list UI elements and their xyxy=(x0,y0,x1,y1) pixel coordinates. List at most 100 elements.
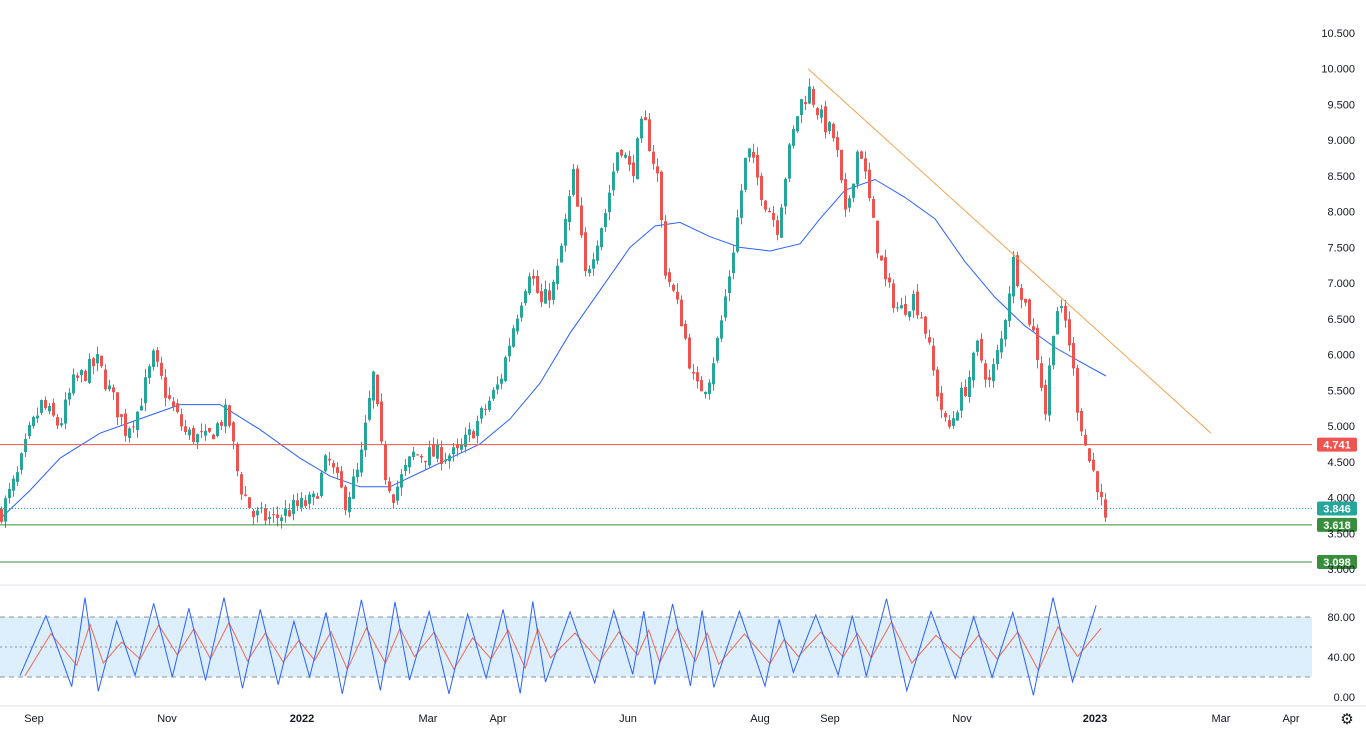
candle-body[interactable] xyxy=(808,86,811,104)
candle-body[interactable] xyxy=(328,458,331,461)
candle-body[interactable] xyxy=(712,363,715,385)
candle-body[interactable] xyxy=(292,499,295,515)
candle-body[interactable] xyxy=(280,517,283,522)
candle-body[interactable] xyxy=(108,385,111,390)
candle-body[interactable] xyxy=(352,476,355,499)
candle-body[interactable] xyxy=(788,144,791,179)
candle-body[interactable] xyxy=(904,303,907,315)
candle-body[interactable] xyxy=(520,305,523,318)
candle-body[interactable] xyxy=(316,496,319,499)
candle-body[interactable] xyxy=(596,245,599,261)
candle-body[interactable] xyxy=(1052,336,1055,366)
candle-body[interactable] xyxy=(704,391,707,395)
candle-body[interactable] xyxy=(340,471,343,488)
candle-body[interactable] xyxy=(828,122,831,131)
candle-body[interactable] xyxy=(188,429,191,436)
candle-body[interactable] xyxy=(120,414,123,417)
candle-body[interactable] xyxy=(632,162,635,177)
candle-body[interactable] xyxy=(868,169,871,199)
candle-body[interactable] xyxy=(580,205,583,236)
candle-body[interactable] xyxy=(436,444,439,459)
candle-body[interactable] xyxy=(172,401,175,407)
candle-body[interactable] xyxy=(136,411,139,431)
candle-body[interactable] xyxy=(924,316,927,334)
candle-body[interactable] xyxy=(376,374,379,405)
candle-body[interactable] xyxy=(980,338,983,361)
candle-body[interactable] xyxy=(88,358,91,383)
candle-body[interactable] xyxy=(368,398,371,420)
candle-body[interactable] xyxy=(572,169,575,195)
candle-body[interactable] xyxy=(796,116,799,132)
candle-body[interactable] xyxy=(728,276,731,294)
candle-body[interactable] xyxy=(600,228,603,248)
candle-body[interactable] xyxy=(1072,343,1075,369)
candle-body[interactable] xyxy=(516,318,519,332)
descending-trendline[interactable] xyxy=(807,68,1212,434)
candle-body[interactable] xyxy=(676,291,679,300)
candle-body[interactable] xyxy=(764,200,767,210)
candle-body[interactable] xyxy=(464,434,467,447)
candle-body[interactable] xyxy=(124,413,127,436)
candle-body[interactable] xyxy=(144,377,147,404)
candle-body[interactable] xyxy=(1060,306,1063,309)
candle-body[interactable] xyxy=(900,305,903,309)
candle-body[interactable] xyxy=(128,428,131,438)
candle-body[interactable] xyxy=(64,399,67,424)
candle-body[interactable] xyxy=(540,291,543,303)
candle-body[interactable] xyxy=(608,192,611,213)
candle-body[interactable] xyxy=(380,401,383,442)
candle-body[interactable] xyxy=(200,431,203,433)
candle-body[interactable] xyxy=(932,345,935,371)
candle-body[interactable] xyxy=(1080,410,1083,432)
candle-body[interactable] xyxy=(576,168,579,207)
candle-body[interactable] xyxy=(320,472,323,496)
candle-body[interactable] xyxy=(336,467,339,473)
candle-body[interactable] xyxy=(1048,365,1051,416)
candle-body[interactable] xyxy=(800,99,803,116)
candle-body[interactable] xyxy=(768,211,771,213)
candle-body[interactable] xyxy=(364,422,367,451)
candle-body[interactable] xyxy=(80,370,83,376)
candle-body[interactable] xyxy=(592,259,595,269)
candle-body[interactable] xyxy=(552,281,555,300)
candle-body[interactable] xyxy=(1032,326,1035,331)
candle-body[interactable] xyxy=(780,207,783,238)
candle-body[interactable] xyxy=(324,455,327,472)
candle-body[interactable] xyxy=(460,444,463,450)
candle-body[interactable] xyxy=(940,393,943,410)
candle-body[interactable] xyxy=(1064,305,1067,321)
candle-body[interactable] xyxy=(896,307,899,309)
candle-body[interactable] xyxy=(836,137,839,151)
gear-icon[interactable]: ⚙ xyxy=(1340,711,1354,728)
candle-body[interactable] xyxy=(660,171,663,221)
candle-body[interactable] xyxy=(116,392,119,418)
candle-body[interactable] xyxy=(164,377,167,398)
candle-body[interactable] xyxy=(624,154,627,158)
candle-body[interactable] xyxy=(824,106,827,133)
candle-body[interactable] xyxy=(1084,434,1087,446)
candle-body[interactable] xyxy=(508,345,511,357)
candle-body[interactable] xyxy=(492,389,495,399)
candlestick-series[interactable] xyxy=(0,78,1107,529)
candle-body[interactable] xyxy=(168,395,171,399)
candle-body[interactable] xyxy=(1028,299,1031,325)
candle-body[interactable] xyxy=(968,377,971,398)
candle-body[interactable] xyxy=(248,497,251,508)
candle-body[interactable] xyxy=(976,340,979,352)
candle-body[interactable] xyxy=(72,374,75,394)
candle-body[interactable] xyxy=(892,283,895,309)
candle-body[interactable] xyxy=(1088,448,1091,462)
candle-body[interactable] xyxy=(196,434,199,443)
candle-body[interactable] xyxy=(536,275,539,293)
candle-body[interactable] xyxy=(920,317,923,319)
candle-body[interactable] xyxy=(792,129,795,146)
candle-body[interactable] xyxy=(856,151,859,185)
candle-body[interactable] xyxy=(860,151,863,159)
candle-body[interactable] xyxy=(216,423,219,437)
candle-body[interactable] xyxy=(176,403,179,412)
candle-body[interactable] xyxy=(420,455,423,458)
candle-body[interactable] xyxy=(820,109,823,118)
candle-body[interactable] xyxy=(560,245,563,263)
candle-body[interactable] xyxy=(84,370,87,381)
candle-body[interactable] xyxy=(424,460,427,463)
